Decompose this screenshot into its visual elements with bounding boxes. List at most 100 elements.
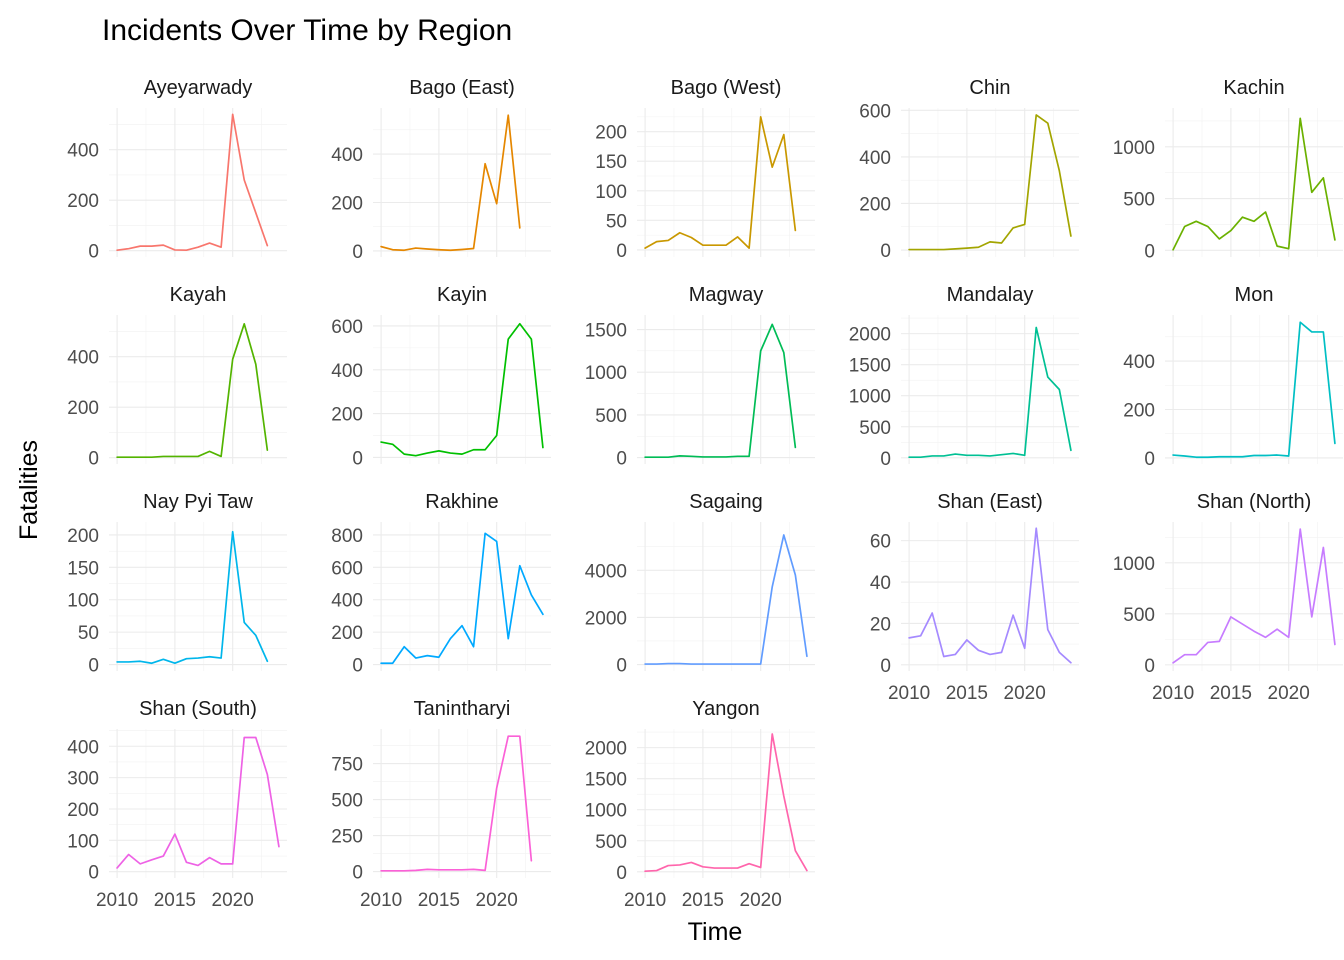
y-tick-label: 0	[616, 241, 627, 262]
panel-yangon: Yangon 0 500 1000 1500 2000 2010 2015 2020	[585, 698, 815, 911]
series-line-mandalay	[908, 326, 1072, 459]
y-tick-label: 1000	[1113, 554, 1155, 575]
y-tick-label: 0	[352, 448, 363, 469]
y-tick-labels: 0 200 400	[1123, 352, 1155, 470]
series-line-shan-north	[1172, 528, 1336, 664]
x-tick-label: 2010	[96, 890, 138, 911]
y-tick-label: 800	[331, 526, 363, 547]
panel-title: Rakhine	[425, 491, 498, 513]
y-tick-labels: 0 20 40 60	[870, 532, 891, 677]
series-line-rakhine	[380, 532, 544, 665]
panel-grid	[1165, 108, 1343, 257]
x-tick-labels: 2010 2015 2020	[888, 683, 1046, 704]
x-tick-labels: 2010 2015 2020	[624, 890, 782, 911]
series-line-shan-east	[908, 527, 1072, 664]
y-tick-label: 200	[67, 800, 99, 821]
y-tick-label: 0	[616, 656, 627, 677]
y-tick-label: 0	[88, 863, 99, 884]
y-tick-label: 1000	[585, 801, 627, 822]
y-tick-label: 150	[595, 152, 627, 173]
panel-kachin: Kachin 0 500 1000	[1113, 77, 1343, 262]
panel-title: Shan (East)	[937, 491, 1043, 513]
panel-chin: Chin 0 200 400 600	[859, 77, 1079, 262]
y-tick-labels: 0 500 1000 1500 2000	[585, 739, 627, 884]
y-tick-label: 500	[331, 791, 363, 812]
y-tick-label: 600	[859, 101, 891, 122]
y-tick-label: 0	[1144, 241, 1155, 262]
y-tick-label: 2000	[585, 608, 627, 629]
y-tick-labels: 0 50 100 150 200	[595, 123, 627, 262]
y-tick-label: 250	[331, 827, 363, 848]
y-tick-labels: 0 200 400	[331, 145, 363, 263]
y-tick-label: 400	[67, 737, 99, 758]
y-tick-label: 1000	[585, 363, 627, 384]
y-tick-label: 1000	[849, 387, 891, 408]
y-tick-label: 0	[880, 241, 891, 262]
panel-mon: Mon 0 200 400	[1123, 284, 1343, 470]
y-tick-label: 400	[331, 591, 363, 612]
series-line-kachin	[1172, 117, 1336, 251]
chart-title: Incidents Over Time by Region	[102, 14, 512, 47]
y-tick-label: 400	[331, 361, 363, 382]
panel-mandalay: Mandalay 0 500 1000 1500 2000	[849, 284, 1079, 470]
y-tick-label: 600	[331, 558, 363, 579]
y-tick-label: 1500	[585, 321, 627, 342]
y-tick-label: 400	[331, 145, 363, 166]
y-tick-label: 20	[870, 614, 891, 635]
panel-grid	[637, 729, 815, 878]
y-tick-label: 150	[67, 558, 99, 579]
y-tick-label: 200	[67, 398, 99, 419]
panel-tanintharyi: Tanintharyi 0 250 500 750 2010 2015 2020	[331, 698, 551, 911]
y-tick-label: 0	[88, 656, 99, 677]
panel-grid	[109, 729, 287, 878]
y-tick-label: 400	[1123, 352, 1155, 373]
y-tick-label: 0	[880, 449, 891, 470]
y-tick-labels: 0 200 400 600 800	[331, 526, 363, 677]
panel-grid	[901, 108, 1079, 257]
panel-kayah: Kayah 0 200 400	[67, 284, 287, 470]
x-tick-label: 2010	[360, 890, 402, 911]
panel-sagaing: Sagaing 0 2000 4000	[585, 491, 815, 677]
y-tick-label: 0	[88, 242, 99, 263]
panel-magway: Magway 0 500 1000 1500	[585, 284, 815, 470]
panel-ayeyarwady: Ayeyarwady 0 200 400	[67, 77, 287, 263]
y-tick-label: 600	[331, 317, 363, 338]
y-tick-label: 300	[67, 769, 99, 790]
y-tick-label: 750	[331, 755, 363, 776]
x-tick-labels: 2010 2015 2020	[360, 890, 518, 911]
y-tick-labels: 0 50 100 150 200	[67, 526, 99, 677]
y-tick-label: 0	[880, 656, 891, 677]
y-tick-label: 4000	[585, 561, 627, 582]
y-tick-label: 400	[859, 148, 891, 169]
series-line-mon	[1172, 321, 1336, 459]
panel-bago-east: Bago (East) 0 200 400	[331, 77, 551, 263]
y-tick-label: 200	[1123, 400, 1155, 421]
y-tick-label: 400	[67, 141, 99, 162]
series-line-bago-west	[644, 116, 797, 249]
y-tick-labels: 0 100 200 300 400	[67, 737, 99, 883]
panel-grid	[109, 315, 287, 464]
y-tick-labels: 0 2000 4000	[585, 561, 627, 676]
y-tick-label: 40	[870, 573, 891, 594]
x-tick-label: 2020	[740, 890, 782, 911]
x-tick-label: 2010	[624, 890, 666, 911]
y-tick-label: 0	[352, 656, 363, 677]
series-line-nay-pyi-taw	[116, 530, 269, 665]
panel-grid	[1165, 522, 1343, 671]
y-tick-label: 1500	[585, 770, 627, 791]
panel-title: Ayeyarwady	[144, 77, 253, 99]
panel-shan-south: Shan (South) 0 100 200 300 400 2010 2015 2020	[67, 698, 287, 911]
x-tick-label: 2020	[212, 890, 254, 911]
panel-grid	[109, 522, 287, 671]
panel-grid	[901, 522, 1079, 671]
x-tick-label: 2015	[1210, 683, 1252, 704]
series-line-bago-east	[380, 114, 521, 252]
panel-grid	[637, 108, 815, 257]
panel-title: Shan (North)	[1197, 491, 1312, 513]
series-line-sagaing	[644, 534, 808, 665]
y-tick-label: 500	[595, 406, 627, 427]
panel-grid	[637, 315, 815, 464]
y-axis-title: Fatalities	[15, 440, 43, 540]
panel-kayin: Kayin 0 200 400 600	[331, 284, 551, 469]
